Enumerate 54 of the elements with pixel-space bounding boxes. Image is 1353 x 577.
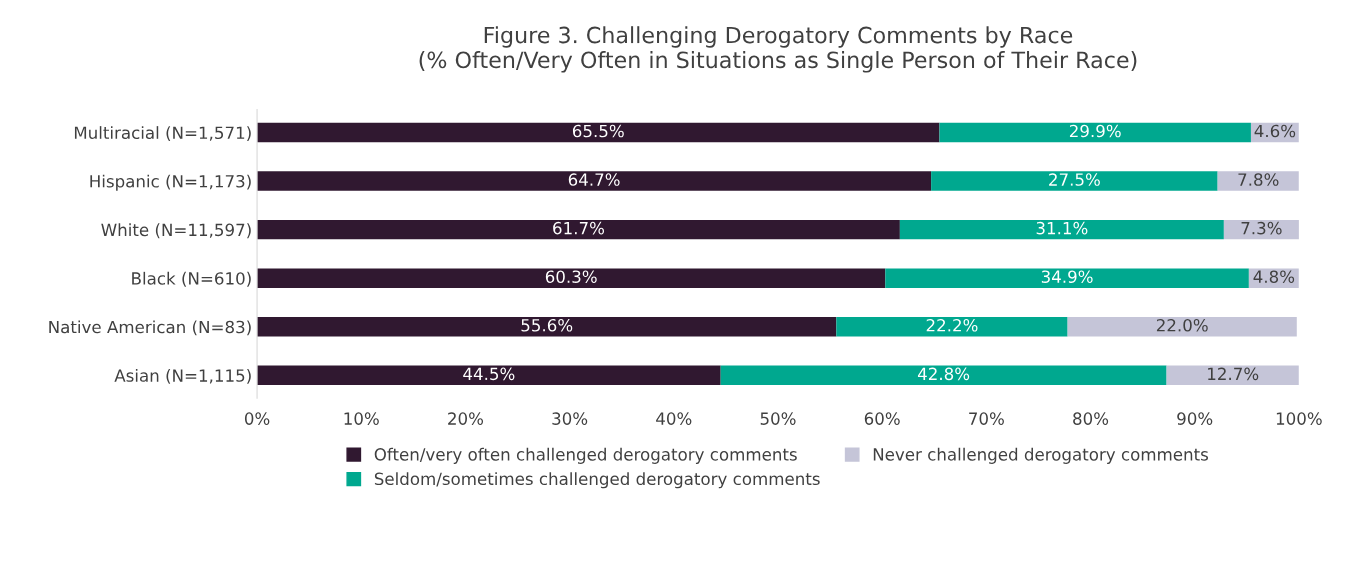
bar [899,219,1224,240]
bar [257,171,932,191]
bar [257,268,886,288]
legend-label: Seldom/sometimes challenged derogatory comments [374,472,820,489]
y-tick-label: Multiracial (N=1,571) [74,126,251,141]
y-tick-label: Hispanic (N=1,173) [90,174,251,191]
x-tick-label: 0% [244,412,270,425]
y-tick-label: White (N=11,597) [101,223,251,239]
data-label: 4.6% [1254,124,1296,138]
legend-label: Often/very often challenged derogatory comments [374,447,797,464]
bar [1067,317,1297,337]
chart-title: Figure 3. Challenging Derogatory Comments by Race (% Often/Very Often in Situations as Single Person of Their Race) [419,26,1137,73]
x-tick-label: 100% [1276,412,1322,425]
data-label: 65.5% [572,124,624,138]
data-label: 55.6% [521,318,573,332]
data-label: 64.7% [568,173,620,186]
bar [257,365,721,386]
bar [1166,365,1299,386]
bar [257,122,940,143]
x-tick-label: 70% [969,412,1004,425]
y-tick-label: Black (N=610) [132,271,251,287]
x-tick-label: 30% [552,412,588,425]
data-label: 61.7% [553,221,605,235]
data-label: 22.2% [926,318,978,332]
data-label: 7.3% [1241,221,1282,235]
data-label: 42.8% [917,367,970,381]
x-tick-label: 50% [760,412,796,425]
data-label: 12.7% [1208,367,1259,381]
x-tick-label: 10% [344,412,379,425]
x-tick-label: 90% [1177,412,1213,425]
bar [720,365,1167,386]
x-tick-label: 60% [864,412,900,425]
bar [257,317,837,337]
data-label: 4.8% [1253,270,1295,283]
x-tick-label: 20% [448,412,484,425]
legend-label: Never challenged derogatory comments [873,447,1209,464]
data-label: 44.5% [463,367,515,381]
bar [931,171,1218,191]
data-label: 27.5% [1049,173,1100,186]
x-tick-label: 40% [656,412,692,425]
data-label: 29.9% [1069,124,1121,138]
x-tick-label: 80% [1073,412,1109,425]
bar [1217,171,1299,191]
data-label: 7.8% [1238,173,1279,186]
data-label: 34.9% [1041,270,1093,283]
y-tick-label: Asian (N=1,115) [114,368,251,384]
bar [836,317,1068,337]
bar [257,219,900,240]
bar [885,268,1249,288]
bar [939,122,1251,143]
data-label: 60.3% [545,270,597,283]
y-tick-label: Native American (N=83) [49,320,251,336]
data-label: 31.1% [1036,221,1088,235]
data-label: 22.0% [1156,318,1208,332]
